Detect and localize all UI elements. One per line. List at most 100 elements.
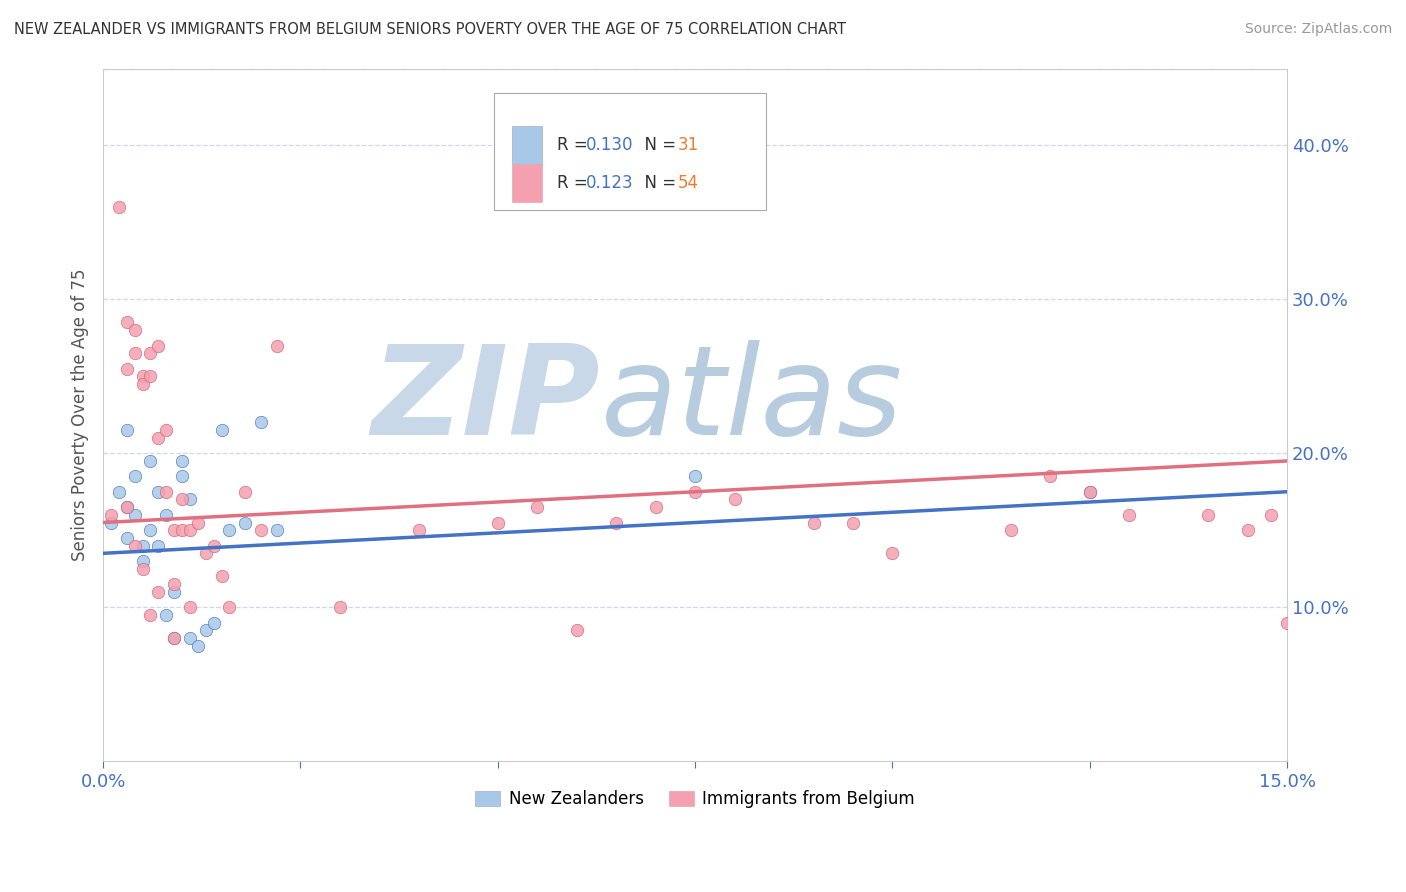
FancyBboxPatch shape	[494, 93, 766, 211]
Point	[139, 346, 162, 360]
FancyBboxPatch shape	[512, 126, 543, 164]
Point	[115, 531, 138, 545]
Point	[148, 484, 170, 499]
Point	[100, 508, 122, 522]
Point	[155, 508, 177, 522]
Point	[131, 539, 153, 553]
Point	[1275, 615, 1298, 630]
Point	[115, 423, 138, 437]
Point	[211, 423, 233, 437]
Point	[124, 539, 146, 553]
Point	[115, 500, 138, 515]
Point	[139, 523, 162, 537]
Point	[155, 423, 177, 437]
Point	[163, 577, 186, 591]
Point	[131, 377, 153, 392]
Point	[131, 554, 153, 568]
Point	[233, 484, 256, 499]
Text: 31: 31	[678, 136, 699, 154]
Point	[723, 492, 745, 507]
Point	[179, 492, 201, 507]
Point	[1078, 484, 1101, 499]
Text: Source: ZipAtlas.com: Source: ZipAtlas.com	[1244, 22, 1392, 37]
Point	[486, 516, 509, 530]
Text: atlas: atlas	[600, 341, 903, 461]
Point	[155, 484, 177, 499]
Point	[1236, 523, 1258, 537]
Point	[803, 516, 825, 530]
Point	[1039, 469, 1062, 483]
Point	[1000, 523, 1022, 537]
Point	[148, 539, 170, 553]
Point	[211, 569, 233, 583]
Point	[163, 523, 186, 537]
Point	[526, 500, 548, 515]
Point	[202, 615, 225, 630]
Point	[683, 484, 706, 499]
Point	[1260, 508, 1282, 522]
Point	[329, 600, 352, 615]
Point	[100, 516, 122, 530]
Point	[124, 346, 146, 360]
Point	[148, 338, 170, 352]
Point	[250, 523, 273, 537]
Text: R =: R =	[557, 136, 592, 154]
Point	[170, 492, 193, 507]
Point	[108, 484, 131, 499]
Point	[131, 369, 153, 384]
Text: 0.130: 0.130	[586, 136, 634, 154]
Y-axis label: Seniors Poverty Over the Age of 75: Seniors Poverty Over the Age of 75	[72, 268, 89, 561]
Point	[408, 523, 430, 537]
Point	[170, 454, 193, 468]
Text: N =: N =	[634, 174, 681, 192]
Point	[179, 600, 201, 615]
Point	[842, 516, 865, 530]
Point	[218, 523, 240, 537]
Point	[139, 369, 162, 384]
Point	[148, 431, 170, 445]
Point	[115, 500, 138, 515]
Point	[148, 584, 170, 599]
Point	[155, 607, 177, 622]
FancyBboxPatch shape	[512, 163, 543, 202]
Point	[882, 546, 904, 560]
Legend: New Zealanders, Immigrants from Belgium: New Zealanders, Immigrants from Belgium	[468, 784, 921, 815]
Point	[163, 584, 186, 599]
Point	[1078, 484, 1101, 499]
Point	[179, 523, 201, 537]
Text: N =: N =	[634, 136, 681, 154]
Point	[163, 631, 186, 645]
Point	[683, 469, 706, 483]
Point	[115, 361, 138, 376]
Point	[108, 200, 131, 214]
Point	[170, 469, 193, 483]
Point	[218, 600, 240, 615]
Point	[194, 546, 217, 560]
Point	[605, 516, 627, 530]
Point	[1118, 508, 1140, 522]
Point	[250, 416, 273, 430]
Point	[266, 523, 288, 537]
Point	[1197, 508, 1219, 522]
Point	[170, 523, 193, 537]
Text: 54: 54	[678, 174, 699, 192]
Point	[139, 454, 162, 468]
Point	[131, 562, 153, 576]
Text: R =: R =	[557, 174, 592, 192]
Point	[194, 624, 217, 638]
Point	[233, 516, 256, 530]
Point	[124, 469, 146, 483]
Point	[139, 607, 162, 622]
Text: NEW ZEALANDER VS IMMIGRANTS FROM BELGIUM SENIORS POVERTY OVER THE AGE OF 75 CORR: NEW ZEALANDER VS IMMIGRANTS FROM BELGIUM…	[14, 22, 846, 37]
Point	[644, 500, 666, 515]
Text: 0.123: 0.123	[586, 174, 634, 192]
Point	[124, 323, 146, 337]
Point	[266, 338, 288, 352]
Point	[187, 516, 209, 530]
Text: ZIP: ZIP	[371, 341, 600, 461]
Point	[115, 315, 138, 329]
Point	[124, 508, 146, 522]
Point	[187, 639, 209, 653]
Point	[202, 539, 225, 553]
Point	[565, 624, 588, 638]
